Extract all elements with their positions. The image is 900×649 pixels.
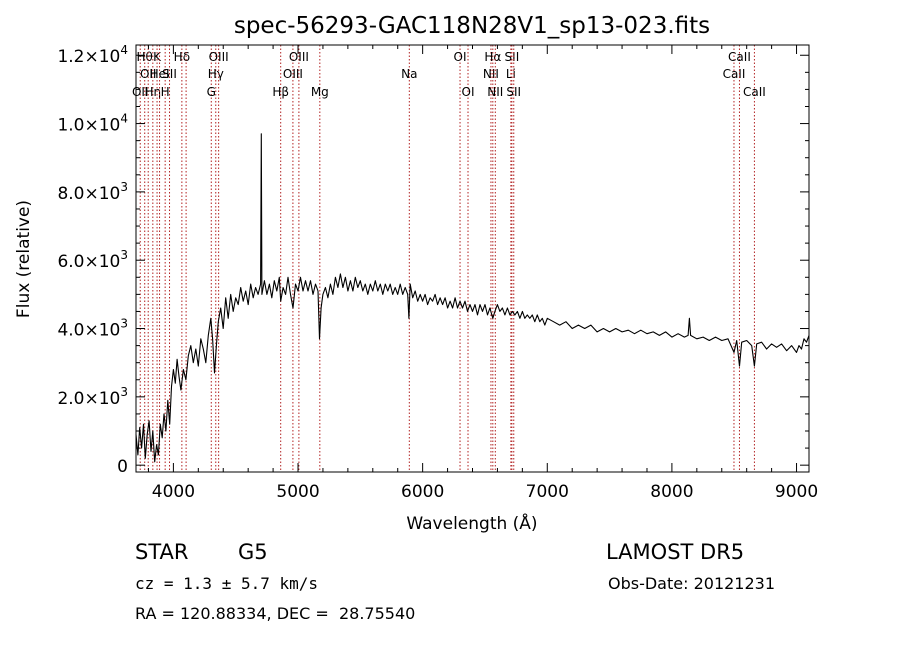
spectral-line-label: Hβ [272,85,289,99]
spectral-line-label: Mg [311,85,329,99]
y-axis-label: Flux (relative) [14,200,34,318]
spectral-line-label: Hδ [174,50,190,64]
x-tick-label: 6000 [401,482,444,502]
spectral-line-label: SII [162,67,177,81]
series-layer [135,133,810,463]
y-tick-label: 4.0×103 [57,317,128,341]
spectral-line-label: SII [505,50,520,64]
spectral-line-label: Hη [145,85,162,99]
spectral-line-label: CaII [728,50,751,64]
spectral-line-label: OIII [209,50,229,64]
spectral-line-label: OIII [289,50,309,64]
x-axis-label: Wavelength (Å) [406,512,537,534]
spectral-line-label: OIII [283,67,303,81]
spectral-line-label: Na [401,67,417,81]
x-tick-label: 9000 [775,482,818,502]
spectral-line-label: Hγ [208,67,224,81]
spectral-line-label: Li [506,67,516,81]
spectral-line-label: NII [487,85,503,99]
redshift-value: cz = 1.3 ± 5.7 km/s [135,574,319,593]
x-tick-label: 5000 [276,482,319,502]
object-subclass: G5 [238,540,268,564]
x-tick-label: 4000 [152,482,195,502]
spectral-line-label: K [153,50,162,64]
spectral-line-label: G [207,85,216,99]
spectral-line-label: Hα [484,50,501,64]
y-tick-label: 0 [117,457,128,477]
y-tick-label: 2.0×103 [57,385,128,409]
spectral-line-label: H [161,85,170,99]
spectral-line-label: Hθ [137,50,153,64]
survey-name: LAMOST DR5 [606,540,745,564]
coordinates: RA = 120.88334, DEC = 28.75540 [135,604,416,623]
y-tick-label: 1.2×104 [57,43,128,67]
observation-date: Obs-Date: 20121231 [608,574,776,593]
spectral-line-label: CaII [743,85,766,99]
y-tick-label: 6.0×103 [57,248,128,272]
spectral-line-label: OI [454,50,467,64]
chart-title: spec-56293-GAC118N28V1_sp13-023.fits [234,13,710,39]
spectral-line-label: CaII [723,67,746,81]
x-tick-label: 8000 [650,482,693,502]
y-tick-label: 8.0×103 [57,180,128,204]
spectral-line-label: NII [483,67,499,81]
y-tick-label: 1.0×104 [57,112,128,136]
plot-frame [135,44,810,473]
line-marker-layer: OIIHθOIIHηKHeIHSIIHδGHγOIIIHβOIIIOIIIMgN… [132,45,766,472]
spectral-line-label: HeI [150,67,170,81]
spectrum-line [135,133,810,463]
object-class: STAR [135,540,189,564]
spectral-line-label: SII [506,85,521,99]
axis-layer: 4000 5000 6000 7000 8000 9000 0 2.0×103 4.0×103 6… [57,43,818,502]
x-tick-label: 7000 [526,482,569,502]
spectral-line-label: OI [462,85,475,99]
